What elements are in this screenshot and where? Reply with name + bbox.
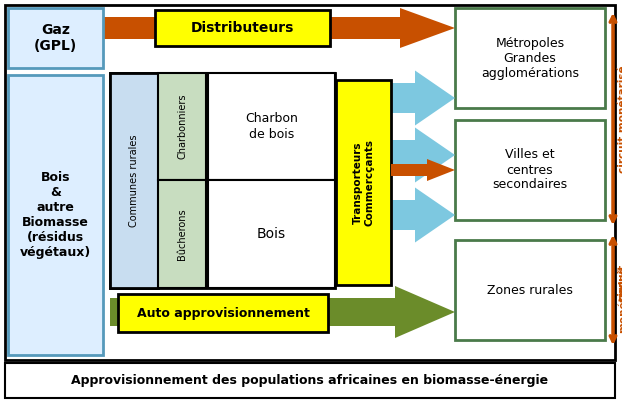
Text: non: non xyxy=(618,279,622,301)
Polygon shape xyxy=(103,8,455,48)
Text: circuit: circuit xyxy=(618,262,622,302)
Bar xyxy=(336,80,391,285)
Bar xyxy=(118,294,328,332)
Text: Charbonniers: Charbonniers xyxy=(177,94,187,159)
Text: Bois
&
autre
Biomasse
(résidus
végétaux): Bois & autre Biomasse (résidus végétaux) xyxy=(20,171,91,259)
Text: circuit monétarisé: circuit monétarisé xyxy=(618,65,622,173)
Text: Villes et
centres
secondaires: Villes et centres secondaires xyxy=(493,148,567,191)
Bar xyxy=(455,120,605,220)
Polygon shape xyxy=(391,187,455,243)
Text: monétarisé: monétarisé xyxy=(618,267,622,333)
Text: Bois: Bois xyxy=(257,227,286,241)
Bar xyxy=(455,240,605,340)
Text: Auto approvisionnement: Auto approvisionnement xyxy=(137,307,309,320)
Text: Communes rurales: Communes rurales xyxy=(129,134,139,227)
Text: Distributeurs: Distributeurs xyxy=(191,21,294,35)
Text: Charbon
de bois: Charbon de bois xyxy=(245,112,298,141)
Bar xyxy=(158,180,206,288)
Bar xyxy=(110,73,335,288)
Text: Zones rurales: Zones rurales xyxy=(487,283,573,297)
Bar xyxy=(155,10,330,46)
Bar xyxy=(8,75,103,355)
Bar xyxy=(158,73,206,180)
Text: Métropoles
Grandes
agglomérations: Métropoles Grandes agglomérations xyxy=(481,37,579,79)
Polygon shape xyxy=(391,127,455,183)
Polygon shape xyxy=(110,286,455,338)
Bar xyxy=(110,73,158,288)
Polygon shape xyxy=(391,71,455,125)
Text: Transporteurs
Commercçants: Transporteurs Commercçants xyxy=(353,139,374,226)
Bar xyxy=(208,73,335,180)
Bar xyxy=(5,363,615,398)
Polygon shape xyxy=(391,159,455,181)
Bar xyxy=(208,180,335,288)
Text: Bûcherons: Bûcherons xyxy=(177,208,187,260)
Text: Gaz
(GPL): Gaz (GPL) xyxy=(34,23,77,53)
Bar xyxy=(455,8,605,108)
Text: Approvisionnement des populations africaines en biomasse-énergie: Approvisionnement des populations africa… xyxy=(72,374,549,387)
Bar xyxy=(8,8,103,68)
Bar xyxy=(5,5,615,360)
